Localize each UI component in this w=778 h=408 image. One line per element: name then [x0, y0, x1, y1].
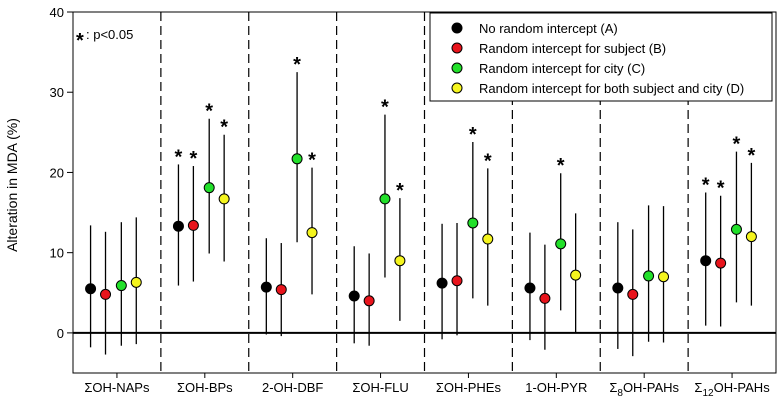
- data-point: [627, 288, 639, 300]
- legend-label: Random intercept for subject (B): [479, 41, 666, 56]
- legend-box: [429, 12, 773, 102]
- data-point: [306, 227, 318, 239]
- y-tick-label: 10: [50, 246, 64, 261]
- data-point: [379, 193, 391, 205]
- y-tick-label: 20: [50, 165, 64, 180]
- significance-star: *: [381, 97, 389, 119]
- significance-star: *: [175, 146, 183, 168]
- significance-star: *: [557, 155, 565, 177]
- data-point: [467, 217, 479, 229]
- legend-marker: [451, 42, 463, 54]
- data-point: [715, 257, 727, 269]
- significance-star: *: [396, 180, 404, 202]
- data-point: [555, 238, 567, 250]
- significance-star: *: [189, 148, 197, 170]
- data-point: [643, 270, 655, 282]
- data-point: [612, 282, 624, 294]
- significance-star: *: [205, 101, 213, 123]
- data-point: [524, 282, 536, 294]
- significance-note-star: *: [76, 30, 84, 52]
- legend-label: No random intercept (A): [479, 21, 618, 36]
- y-tick-label: 30: [50, 85, 64, 100]
- significance-star: *: [702, 175, 710, 197]
- category-label: ΣOH-BPs: [177, 380, 233, 395]
- data-point: [570, 269, 582, 281]
- data-point: [130, 276, 142, 288]
- legend-marker: [451, 62, 463, 74]
- data-point: [100, 288, 112, 300]
- data-point: [745, 231, 757, 243]
- significance-note-text: : p<0.05: [86, 27, 133, 42]
- data-point: [348, 290, 360, 302]
- significance-star: *: [717, 178, 725, 200]
- data-point: [275, 284, 287, 296]
- category-label: 1-OH-PYR: [525, 380, 587, 395]
- data-point: [363, 295, 375, 307]
- data-point: [394, 255, 406, 267]
- legend-marker: [451, 82, 463, 94]
- data-point: [730, 223, 742, 235]
- data-point: [218, 193, 230, 205]
- significance-star: *: [733, 134, 741, 156]
- category-label: Σ8OH-PAHs: [609, 380, 679, 399]
- category-label: Σ12OH-PAHs: [694, 380, 770, 399]
- data-point: [115, 280, 127, 292]
- significance-note: * : p<0.05: [76, 27, 133, 52]
- data-point: [482, 233, 494, 245]
- data-point: [291, 153, 303, 165]
- significance-star: *: [484, 150, 492, 172]
- category-label: ΣOH-PHEs: [436, 380, 502, 395]
- data-point: [539, 292, 551, 304]
- y-tick-label: 0: [57, 326, 64, 341]
- data-point: [260, 281, 272, 293]
- data-point: [172, 220, 184, 232]
- category-label: ΣOH-FLU: [352, 380, 408, 395]
- data-point: [85, 283, 97, 295]
- data-point: [436, 277, 448, 289]
- category-label: 2-OH-DBF: [262, 380, 323, 395]
- data-point: [451, 275, 463, 287]
- category-label: ΣOH-NAPs: [84, 380, 150, 395]
- data-point: [658, 271, 670, 283]
- data-point: [203, 182, 215, 194]
- legend-label: Random intercept for both subject and ci…: [479, 81, 744, 96]
- significance-star: *: [220, 117, 228, 139]
- significance-star: *: [469, 124, 477, 146]
- significance-star: *: [308, 150, 316, 172]
- y-tick-label: 40: [50, 5, 64, 20]
- data-point: [700, 255, 712, 267]
- y-axis-title: Alteration in MDA (%): [4, 118, 20, 252]
- significance-star: *: [747, 145, 755, 167]
- significance-star: *: [293, 54, 301, 76]
- legend-label: Random intercept for city (C): [479, 61, 645, 76]
- legend-marker: [451, 22, 463, 34]
- data-point: [187, 219, 199, 231]
